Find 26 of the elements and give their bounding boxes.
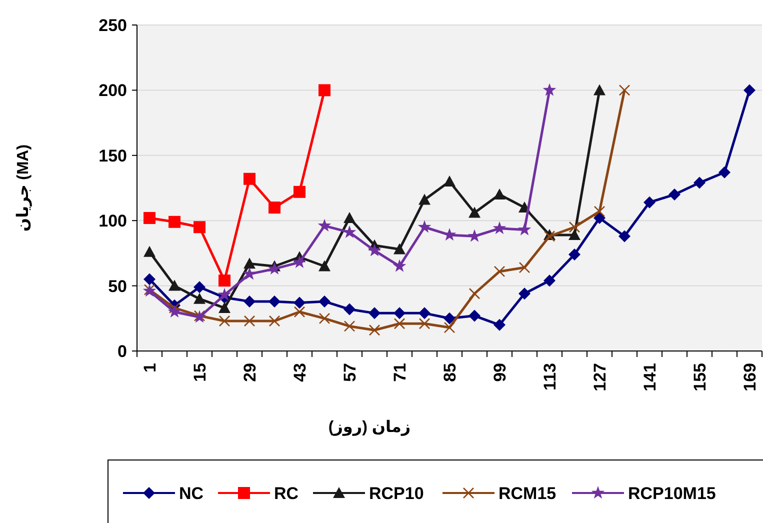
legend-label: RCM15 (498, 484, 556, 503)
x-tick-label: 113 (540, 363, 560, 390)
y-tick-label: 50 (108, 276, 127, 296)
y-tick-label: 200 (98, 81, 127, 100)
y-tick-label: 0 (118, 342, 127, 361)
x-tick-label: 1 (140, 363, 160, 372)
x-axis-title: زمان (روز) (328, 419, 411, 436)
y-tick-label: 250 (98, 16, 127, 35)
legend-label: RCP10M15 (628, 484, 716, 503)
x-tick-label: 15 (190, 363, 210, 382)
x-tick-label: 99 (490, 363, 510, 382)
legend-label: NC (179, 484, 204, 503)
x-tick-label: 43 (290, 363, 310, 382)
x-tick-label: 127 (590, 363, 610, 392)
x-tick-label: 57 (340, 363, 360, 382)
legend-label: RCP10 (369, 484, 424, 503)
legend-label: RC (274, 484, 299, 503)
y-axis-title: جریان (MA) (15, 144, 32, 232)
y-tick-label: 150 (98, 146, 127, 166)
x-tick-label: 169 (740, 363, 760, 392)
x-tick-label: 71 (390, 363, 410, 382)
x-tick-label: 85 (440, 363, 460, 382)
x-tick-label: 141 (640, 363, 660, 392)
x-tick-label: 29 (240, 363, 260, 382)
x-tick-label: 155 (690, 363, 710, 392)
y-tick-label: 100 (98, 212, 127, 231)
